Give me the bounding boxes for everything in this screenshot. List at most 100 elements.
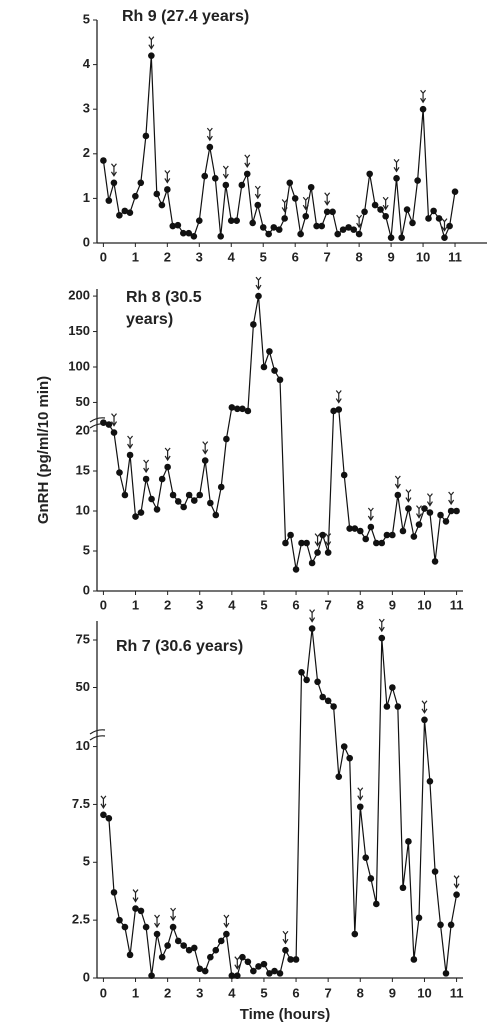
x-tick-label: 6 [292,985,299,1000]
data-point [435,215,443,222]
data-point [313,222,320,230]
data-point [378,539,386,547]
data-point [405,505,412,512]
x-tick-label: 11 [448,249,462,264]
x-axis-label: Time (hours) [240,1006,331,1023]
y-tick-label: 4 [83,56,91,71]
pulse-arrow [314,533,321,547]
panel-title: Rh 9 (27.4 years) [122,8,250,25]
axis-break [89,729,106,735]
pulse-arrow [202,441,209,455]
data-point [223,435,230,443]
data-point [308,559,316,567]
pulse-arrow [394,475,401,490]
x-tick-label: 4 [228,985,236,1000]
data-point [132,905,139,912]
x-tick-label: 2 [164,249,171,264]
data-point [201,967,209,975]
data-point [367,523,375,531]
data-point [239,953,246,961]
data-point [291,195,299,202]
data-point [137,509,145,516]
data-point [164,463,171,471]
data-point [410,956,418,963]
data-point [389,531,396,539]
data-point [243,170,251,178]
data-point [249,219,256,227]
y-tick-label: 3 [83,101,90,116]
x-tick-label: 10 [416,249,430,264]
pulse-arrow [324,192,331,206]
x-tick-label: 2 [164,985,171,1000]
data-point [121,491,129,499]
data-point [158,953,166,961]
x-tick-label: 7 [324,249,331,264]
data-point [335,773,343,780]
data-point [211,175,219,182]
data-point [431,558,439,565]
data-point [126,451,134,459]
data-point [110,429,118,436]
pulse-arrow [127,435,134,450]
x-tick-label: 0 [100,985,107,1000]
data-point [335,406,343,413]
pulse-arrow [405,489,412,503]
x-tick-label: 6 [292,597,299,612]
x-tick-label: 5 [260,597,267,612]
data-point [430,207,437,215]
data-point [345,224,352,231]
data-point [276,376,284,384]
data-point [110,179,118,187]
data-point [190,497,198,504]
data-point [366,170,373,178]
data-point [275,226,283,233]
data-point [308,625,316,632]
x-tick-label: 8 [357,985,364,1000]
x-tick-label: 5 [260,249,267,264]
pulse-arrow [234,956,241,970]
data-point [330,407,337,415]
data-point [164,942,171,949]
data-point [314,549,321,556]
data-point [116,469,123,476]
data-point [244,958,252,966]
data-point [233,217,240,224]
pulse-arrow [111,413,118,427]
data-point [287,956,294,963]
x-tick-label: 5 [260,985,267,1000]
data-point [250,321,257,328]
pulse-arrow [282,930,289,945]
data-point [323,208,331,216]
pulse-arrow [254,185,261,200]
data-point [421,716,428,724]
x-tick-label: 9 [389,985,396,1000]
data-point [234,405,241,413]
pulse-arrow [206,127,213,142]
data-point [142,132,150,140]
data-point [250,967,257,975]
data-point [451,188,459,196]
data-point [158,475,166,483]
x-tick-label: 9 [389,597,396,612]
data-point [180,229,187,237]
y-tick-label: 0 [83,969,90,984]
y-tick-label: 200 [68,288,90,303]
data-point [287,531,294,539]
data-point [260,363,268,371]
data-point [334,230,342,238]
data-point [148,52,155,59]
data-point [426,509,434,516]
y-tick-label: 75 [76,631,90,646]
data-point [351,525,359,532]
pulse-arrow [421,700,428,714]
pulse-arrow [382,196,389,211]
panel-title: Rh 8 (30.5 years) [126,289,202,328]
data-point [174,498,182,505]
data-point [377,206,384,213]
data-point [196,491,204,499]
data-point [319,531,327,539]
data-point [355,230,363,238]
y-tick-label: 0 [83,582,90,597]
y-tick-label: 5 [83,11,90,26]
